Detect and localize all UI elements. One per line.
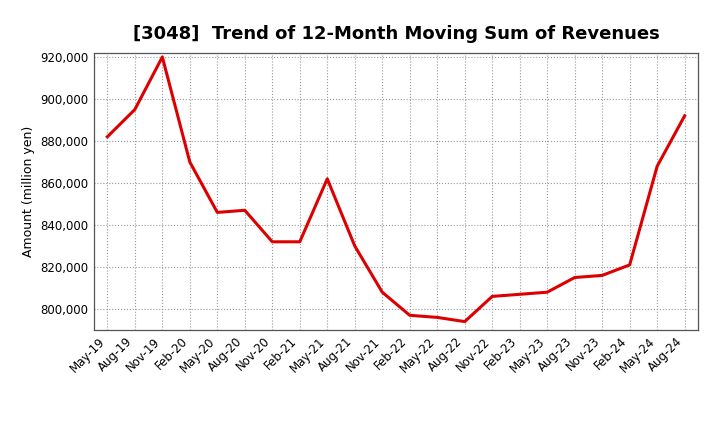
- Title: [3048]  Trend of 12-Month Moving Sum of Revenues: [3048] Trend of 12-Month Moving Sum of R…: [132, 25, 660, 43]
- Y-axis label: Amount (million yen): Amount (million yen): [22, 126, 35, 257]
